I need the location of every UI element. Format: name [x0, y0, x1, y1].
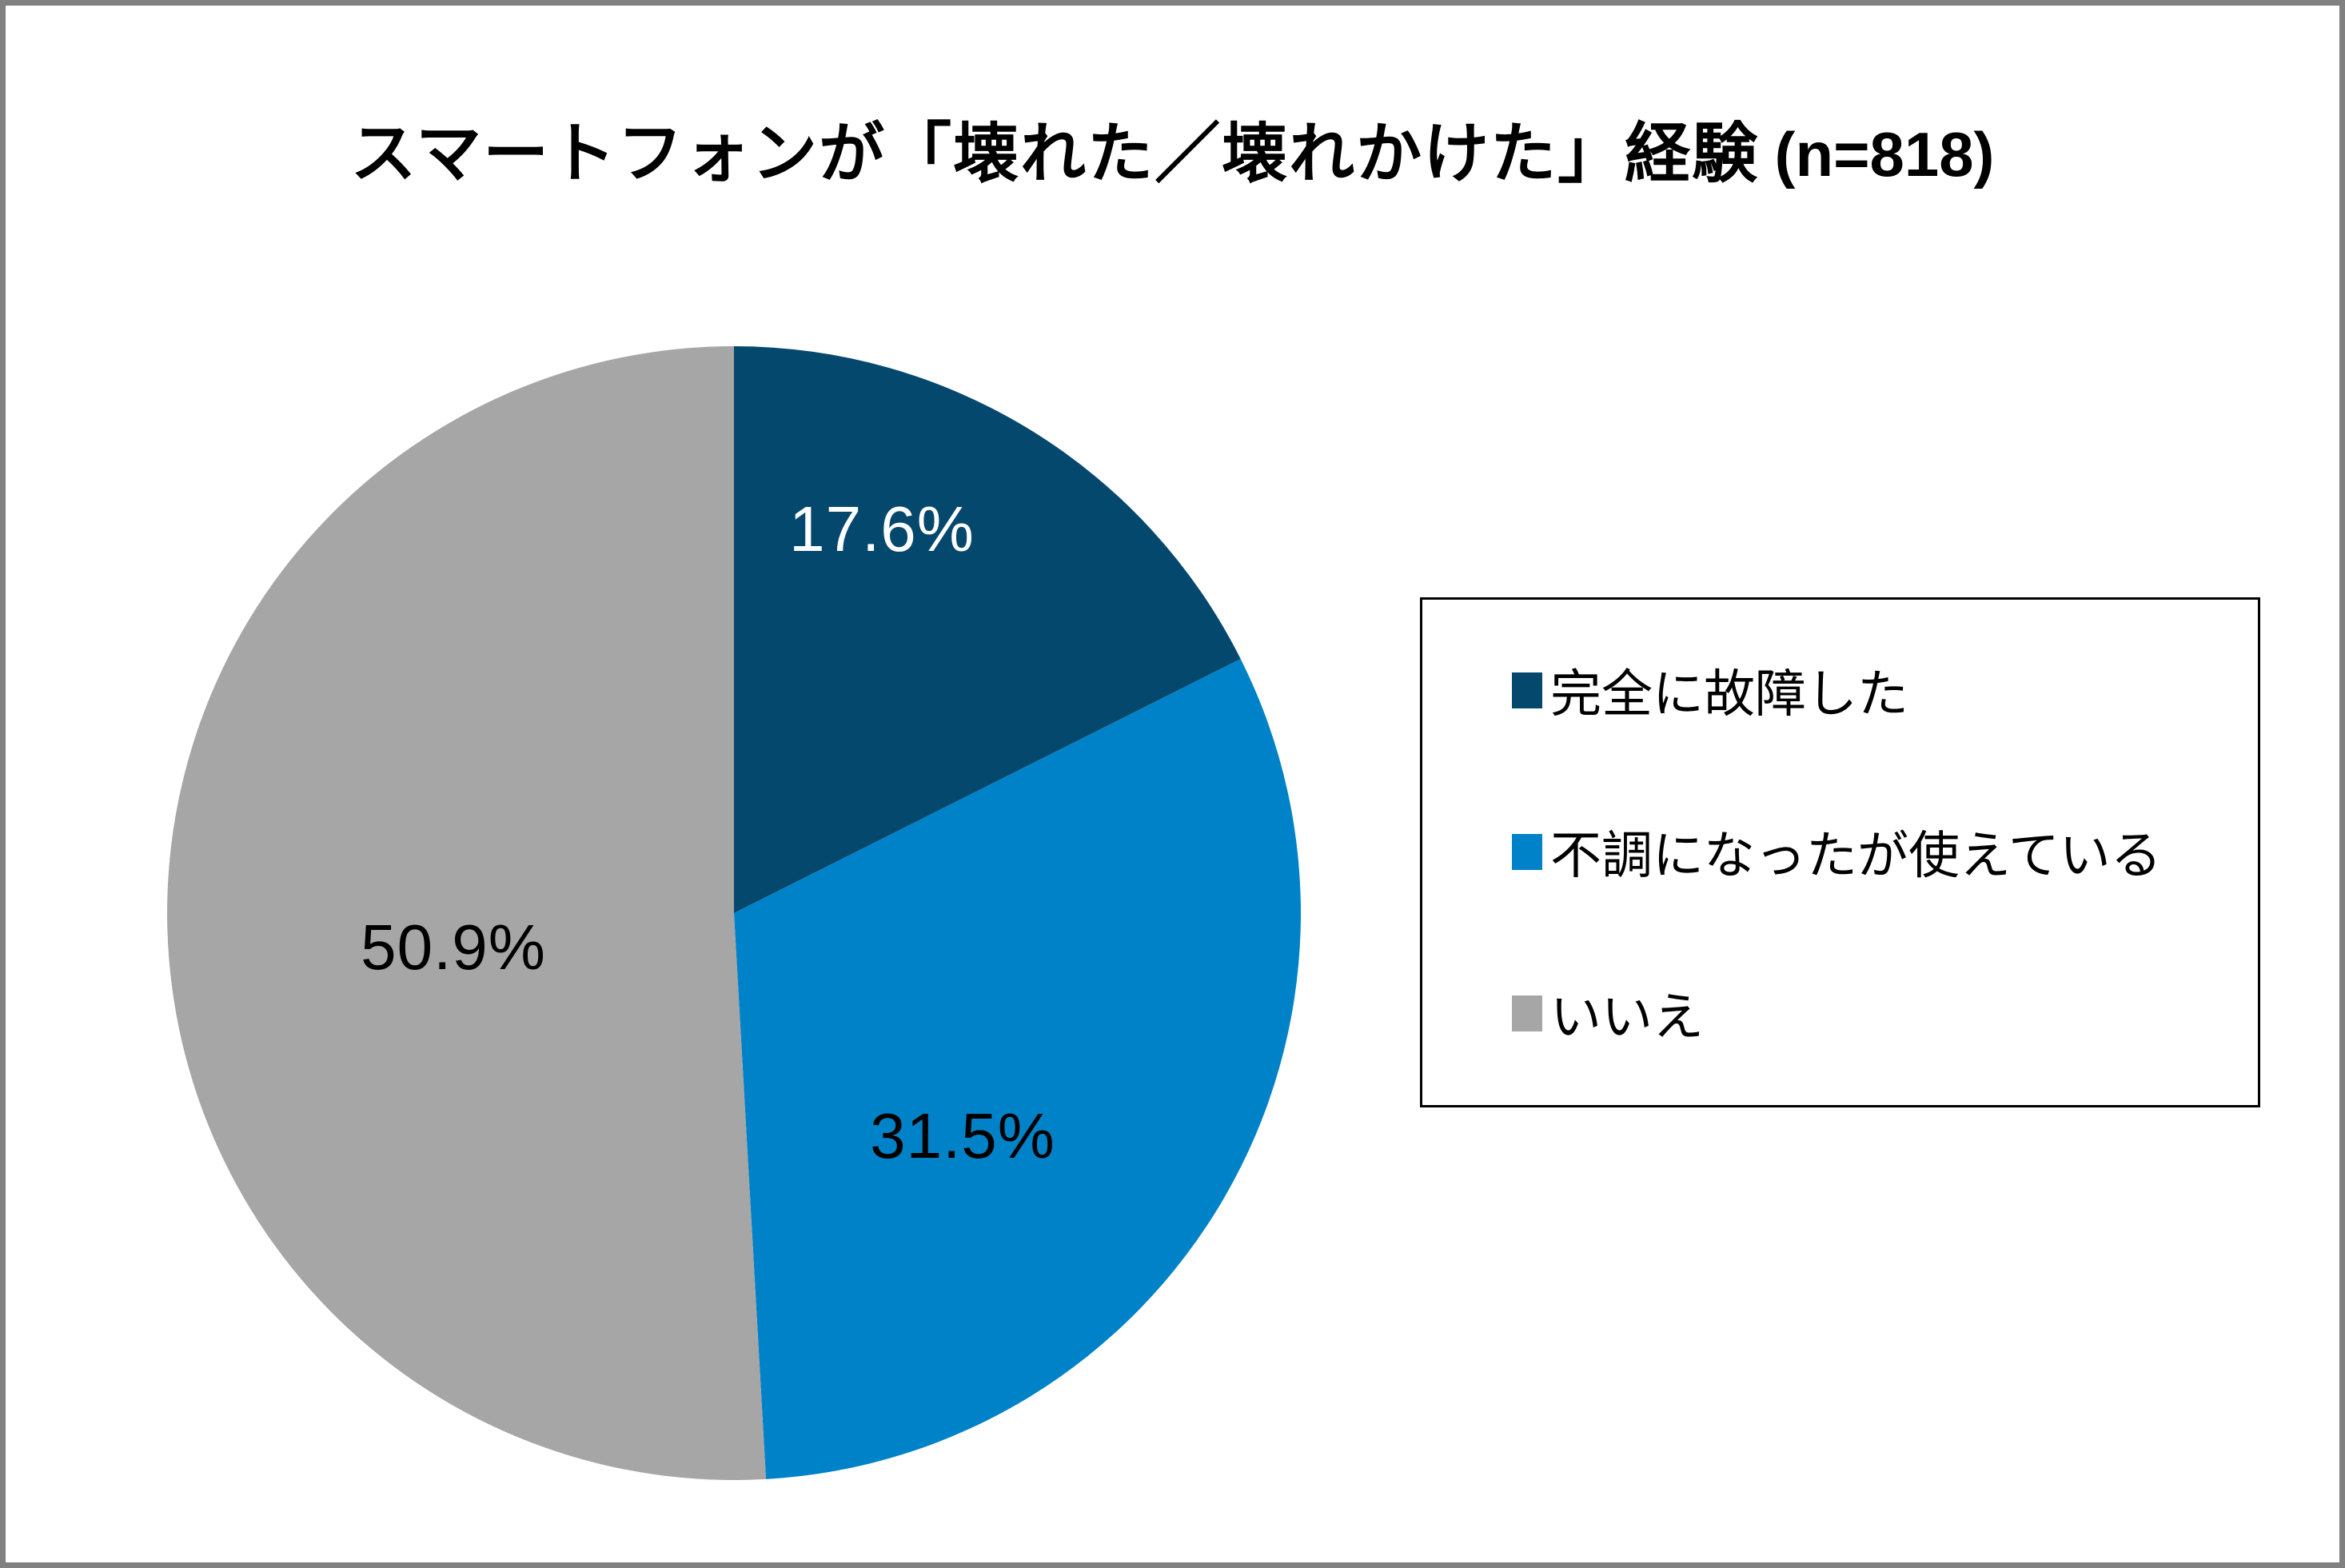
pie-slice-2: [167, 346, 767, 1480]
pie-label-1: 31.5%: [870, 1100, 1055, 1171]
pie-slice-0: [734, 346, 1241, 913]
chart-title-sample-size: (n=818): [1774, 119, 1995, 190]
pie-label-0: 17.6%: [789, 493, 975, 565]
pie-slice-1: [734, 659, 1301, 1479]
legend-label: 完全に故障した: [1550, 665, 1908, 723]
pie-chart: [167, 346, 1301, 1480]
legend-swatch-icon: [1512, 995, 1542, 1031]
legend: 完全に故障した 不調になったが使えている いいえ: [1420, 597, 2260, 1107]
chart-title: スマートフォンが「壊れた／壊れかけた」経験 (n=818): [6, 100, 2339, 195]
chart-title-main: スマートフォンが「壊れた／壊れかけた」経験: [350, 118, 1760, 190]
pie-label-2: 50.9%: [361, 912, 546, 983]
legend-item: 不調になったが使えている: [1512, 816, 2242, 888]
legend-label: 不調になったが使えている: [1550, 827, 2162, 884]
legend-swatch-icon: [1512, 672, 1542, 708]
legend-label: いいえ: [1550, 988, 1704, 1046]
legend-swatch-icon: [1512, 833, 1542, 870]
legend-item: 完全に故障した: [1512, 654, 2242, 726]
legend-item: いいえ: [1512, 977, 2242, 1049]
